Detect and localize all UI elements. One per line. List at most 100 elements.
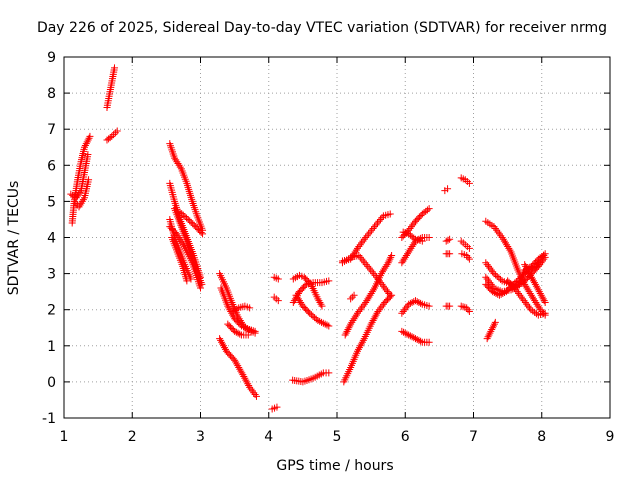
data-point <box>110 131 118 139</box>
data-point <box>367 266 375 274</box>
data-point <box>410 334 418 342</box>
data-point <box>409 221 417 229</box>
data-point <box>519 295 527 303</box>
data-point <box>405 331 413 339</box>
data-point <box>362 298 370 306</box>
data-point <box>352 311 360 319</box>
data-point <box>425 234 433 241</box>
data-point <box>360 235 368 243</box>
data-point <box>402 304 410 312</box>
data-point <box>521 261 529 269</box>
data-point <box>199 230 207 238</box>
data-series-arc <box>442 302 454 310</box>
data-point <box>425 205 433 213</box>
data-point <box>482 273 490 281</box>
data-series-arc <box>347 291 358 303</box>
data-point <box>247 326 255 334</box>
data-point <box>372 221 380 229</box>
data-point <box>446 302 454 310</box>
data-point <box>417 299 425 307</box>
data-point <box>251 391 259 399</box>
data-point <box>525 304 533 312</box>
data-point <box>241 374 249 382</box>
data-series-arc <box>338 210 394 265</box>
data-point <box>537 255 545 263</box>
data-point <box>540 297 548 305</box>
data-point <box>373 309 381 317</box>
data-point <box>319 319 327 327</box>
data-series-arc <box>229 302 254 316</box>
data-point <box>246 304 254 312</box>
data-point <box>350 291 358 299</box>
data-point <box>537 291 545 299</box>
data-point <box>357 340 365 348</box>
data-point <box>220 342 228 350</box>
data-series-arc <box>398 327 433 346</box>
data-point <box>186 217 194 225</box>
data-point <box>356 253 364 261</box>
data-point <box>363 297 371 305</box>
data-point <box>526 270 534 278</box>
x-tick-label: 1 <box>60 429 69 445</box>
data-series-arc <box>338 252 394 299</box>
data-point <box>311 314 319 322</box>
data-point <box>356 306 364 314</box>
data-point <box>493 226 501 234</box>
y-tick-label: 6 <box>47 158 56 174</box>
data-point <box>506 246 514 254</box>
data-point <box>240 372 248 380</box>
x-tick-label: 3 <box>196 429 205 445</box>
data-point <box>360 300 368 308</box>
data-series-arc <box>216 270 259 337</box>
data-point <box>176 208 184 216</box>
data-point <box>485 262 493 270</box>
data-series-arc <box>340 291 396 386</box>
data-point <box>516 291 524 299</box>
data-point <box>399 308 407 316</box>
data-series-arc <box>483 318 499 343</box>
data-point <box>225 304 233 312</box>
data-series-arc <box>441 185 452 195</box>
data-point <box>404 250 412 258</box>
data-point <box>494 228 502 236</box>
data-point <box>405 248 413 256</box>
data-point <box>465 244 473 252</box>
data-point <box>408 243 416 251</box>
data-point <box>399 228 407 236</box>
data-point <box>306 309 314 317</box>
data-point <box>294 295 302 303</box>
data-point <box>250 389 258 397</box>
data-point <box>487 327 495 335</box>
y-tick-label: 8 <box>47 86 56 102</box>
data-point <box>534 286 542 294</box>
data-point <box>541 250 549 258</box>
data-point <box>388 252 396 260</box>
data-point <box>234 329 242 337</box>
data-point <box>536 257 544 265</box>
x-tick-label: 4 <box>264 429 273 445</box>
grid-layer <box>64 57 610 418</box>
data-point <box>345 324 353 332</box>
data-point <box>385 257 393 265</box>
data-point <box>364 262 372 270</box>
data-point <box>534 302 542 310</box>
data-point <box>179 211 187 219</box>
data-point <box>490 322 498 330</box>
data-point <box>510 284 518 292</box>
data-point <box>517 293 525 301</box>
data-point <box>362 234 370 241</box>
data-series-arc <box>292 291 333 330</box>
chart-title: Day 226 of 2025, Sidereal Day-to-day VTE… <box>37 20 607 36</box>
data-point <box>515 289 523 297</box>
data-point <box>532 262 540 270</box>
data-point <box>171 154 179 162</box>
data-point <box>523 284 531 292</box>
y-tick-label: 9 <box>47 50 56 66</box>
data-point <box>236 330 244 338</box>
data-point <box>365 293 373 301</box>
data-point <box>355 243 363 251</box>
data-point <box>343 327 351 335</box>
y-axis-label: SDTVAR / TECUs <box>6 181 22 296</box>
data-point <box>243 378 251 386</box>
data-point <box>381 264 389 272</box>
